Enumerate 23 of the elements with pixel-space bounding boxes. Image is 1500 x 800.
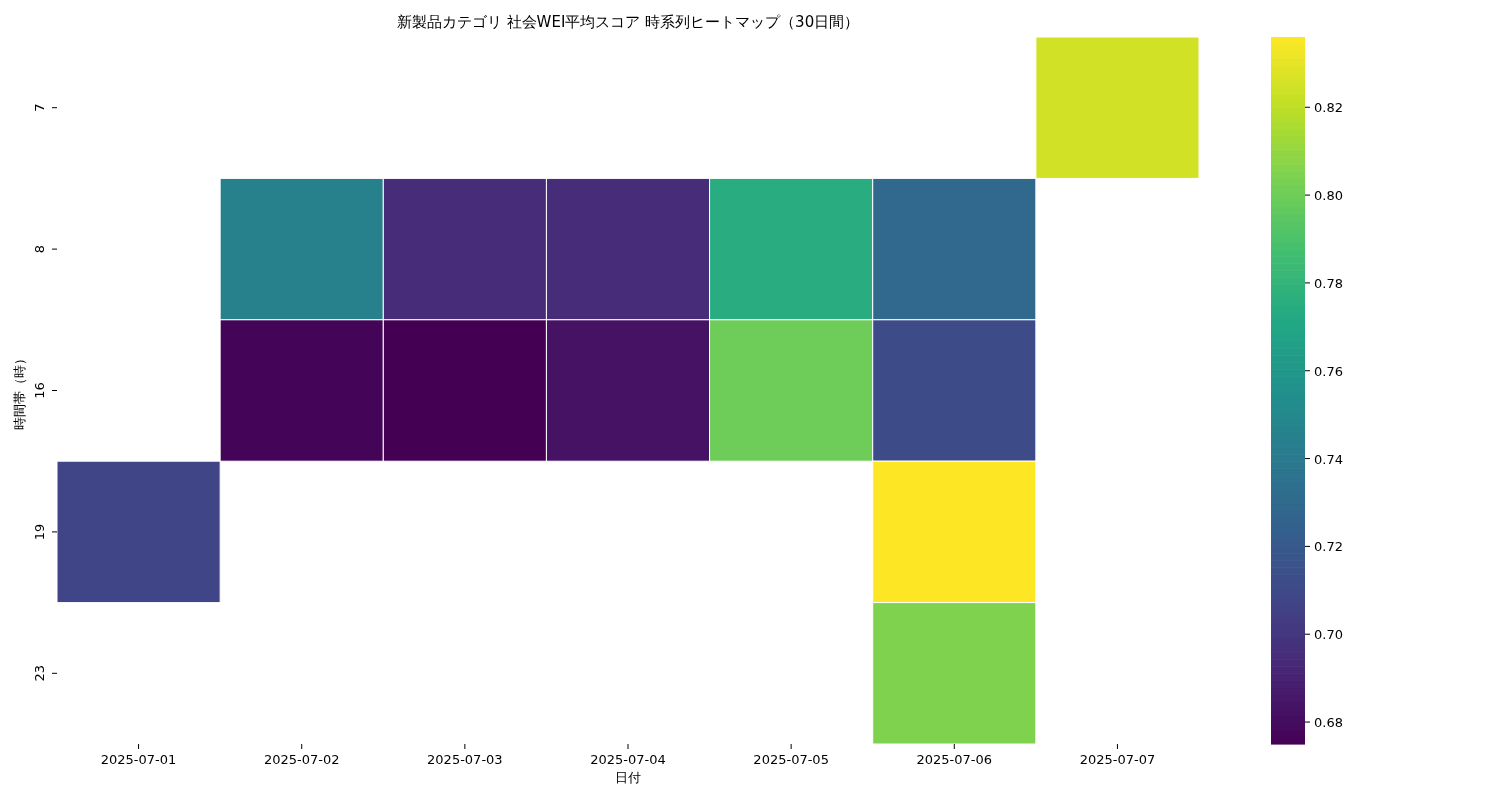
color-bar-label: 0.68 bbox=[1314, 715, 1343, 731]
x-tick-label: 2025-07-02 bbox=[263, 752, 340, 767]
x-tick-label: 2025-07-03 bbox=[427, 752, 503, 767]
x-axis-title: 日付 bbox=[615, 770, 641, 785]
y-tick-label: 19 bbox=[32, 523, 47, 541]
x-tick-label: 2025-07-07 bbox=[1079, 752, 1156, 767]
color-bar-label: 0.78 bbox=[1314, 275, 1343, 291]
color-bar-label: 0.70 bbox=[1314, 627, 1343, 643]
y-axis-title: 時間帯（時） bbox=[12, 351, 27, 430]
chart-title: 新製品カテゴリ 社会WEI平均スコア 時系列ヒートマップ（30日間） bbox=[396, 13, 860, 31]
y-tick-label: 8 bbox=[32, 244, 47, 254]
y-tick-label: 23 bbox=[32, 665, 47, 682]
color-bar-label: 0.76 bbox=[1314, 363, 1343, 379]
color-bar-label: 0.82 bbox=[1314, 100, 1343, 116]
x-tick-label: 2025-07-06 bbox=[916, 752, 993, 767]
x-tick-label: 2025-07-04 bbox=[590, 752, 666, 767]
x-tick-label: 2025-07-01 bbox=[100, 752, 177, 767]
y-tick-label: 16 bbox=[32, 382, 47, 399]
color-bar-label: 0.72 bbox=[1314, 539, 1343, 555]
color-bar-label: 0.80 bbox=[1314, 188, 1343, 204]
x-tick-label: 2025-07-05 bbox=[753, 752, 829, 767]
y-tick-label: 7 bbox=[32, 103, 47, 112]
color-bar-label: 0.74 bbox=[1314, 451, 1343, 467]
